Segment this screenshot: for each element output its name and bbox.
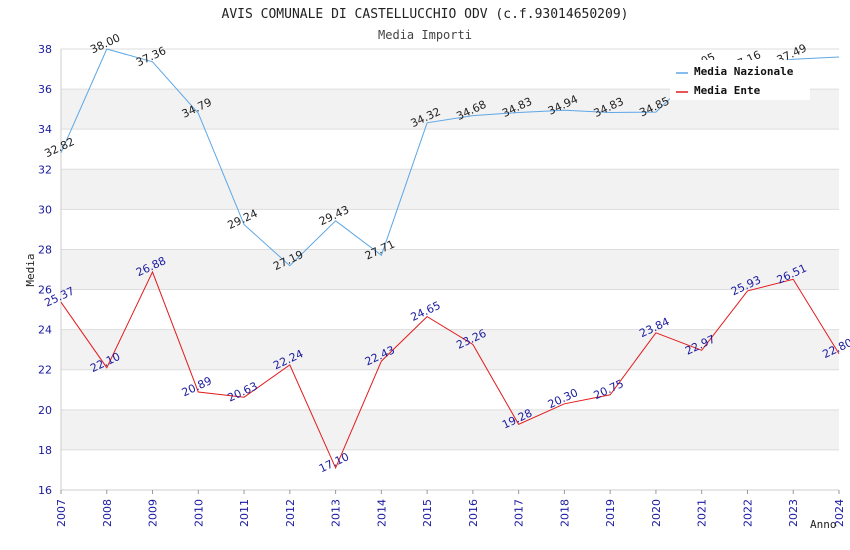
x-tick-label: 2010: [192, 499, 205, 527]
x-tick-label: 2022: [741, 499, 754, 527]
x-tick-label: 2014: [375, 499, 388, 527]
y-tick-label: 20: [38, 404, 52, 417]
x-tick-label: 2016: [467, 499, 480, 527]
grid-band: [61, 169, 839, 210]
y-tick-label: 38: [38, 43, 52, 56]
x-tick-labels: 2007 2008 2009 2010 2011 2012 2013 2014 2015 2016…: [55, 499, 846, 527]
y-axis-label: Media: [24, 253, 37, 286]
x-tick-label: 2019: [604, 499, 617, 527]
x-tick-label: 2008: [101, 499, 114, 527]
y-tick-labels: 16 18 20 22 24 26 28 30 32 34 36 38: [38, 43, 52, 497]
grid-bands: [61, 89, 839, 450]
data-label: 20.63: [226, 379, 260, 404]
y-tick-label: 34: [38, 123, 52, 136]
x-tick-label: 2020: [650, 499, 663, 527]
y-tick-label: 18: [38, 444, 52, 457]
x-tick-label: 2013: [330, 499, 343, 527]
data-label: 20.89: [180, 374, 214, 399]
data-label: 17.10: [317, 450, 351, 475]
x-tick-label: 2011: [238, 499, 251, 527]
x-tick-label: 2009: [147, 499, 160, 527]
x-tick-label: 2023: [787, 499, 800, 527]
x-tick-label: 2012: [284, 499, 297, 527]
x-tick-label: 2015: [421, 499, 434, 527]
chart-title: AVIS COMUNALE DI CASTELLUCCHIO ODV (c.f.…: [222, 7, 629, 22]
data-label: 20.30: [546, 386, 580, 411]
data-label: 32.82: [42, 135, 76, 160]
x-tick-label: 2024: [833, 499, 846, 527]
x-tick-label: 2021: [696, 499, 709, 527]
data-label: 20.75: [592, 377, 626, 402]
y-tick-label: 32: [38, 163, 52, 176]
x-tick-label: 2018: [558, 499, 571, 527]
legend-background: [670, 60, 810, 100]
grid-band: [61, 409, 839, 450]
grid-band: [61, 249, 839, 290]
legend-label-media-nazionale: Media Nazionale: [694, 65, 794, 78]
y-tick-label: 36: [38, 83, 52, 96]
legend: Media Nazionale Media Ente: [670, 60, 810, 100]
x-tick-label: 2007: [55, 499, 68, 527]
series-line-media-ente: [60, 270, 840, 470]
legend-label-media-ente: Media Ente: [694, 84, 761, 97]
axes: [60, 49, 840, 494]
x-axis-label: Anno: [810, 518, 837, 531]
x-tick-label: 2017: [513, 499, 526, 527]
y-tick-label: 24: [38, 324, 52, 337]
y-tick-label: 28: [38, 243, 52, 256]
data-label: 37.36: [134, 44, 168, 69]
y-tick-label: 22: [38, 364, 52, 377]
data-label: 24.65: [409, 299, 443, 324]
data-label: 29.24: [226, 207, 260, 232]
grid-band: [61, 329, 839, 370]
y-tick-label: 26: [38, 284, 52, 297]
y-tick-label: 30: [38, 203, 52, 216]
chart-subtitle: Media Importi: [378, 28, 472, 42]
y-tick-label: 16: [38, 484, 52, 497]
